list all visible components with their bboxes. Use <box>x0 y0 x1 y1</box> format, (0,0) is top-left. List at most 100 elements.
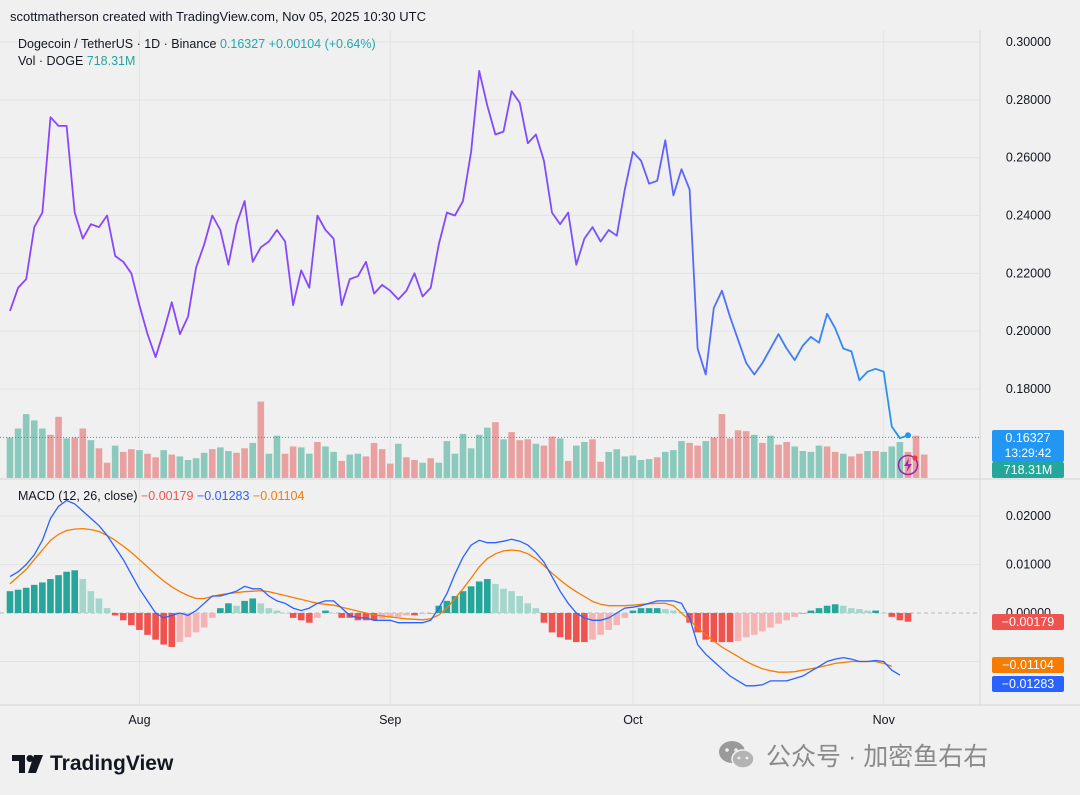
price-tick-label: 0.26000 <box>1006 151 1051 165</box>
volume-bar <box>540 445 548 478</box>
volume-bar <box>249 442 256 478</box>
price-line <box>9 70 909 440</box>
histogram-bar <box>694 613 701 633</box>
histogram-bar <box>653 608 661 613</box>
histogram-bar <box>79 579 87 613</box>
histogram-bar <box>508 591 515 613</box>
histogram-bar <box>637 608 645 613</box>
macd-hist-badge: −0.00179 <box>992 614 1064 630</box>
histogram-bar <box>95 598 103 613</box>
price-tick-label: 0.30000 <box>1006 35 1051 49</box>
histogram-bar <box>427 613 434 614</box>
legend-price: 0.16327 <box>219 37 266 51</box>
volume-bar <box>872 451 879 478</box>
volume-bar <box>419 462 426 478</box>
histogram-bar <box>767 613 774 628</box>
volume-bar <box>573 445 580 478</box>
volume-bar <box>750 434 758 478</box>
histogram-bar <box>419 613 426 614</box>
symbol-legend[interactable]: Dogecoin / TetherUS · 1D · Binance 0.163… <box>18 37 376 51</box>
histogram-bar <box>807 610 815 613</box>
histogram-bar <box>605 613 612 630</box>
histogram-bar <box>241 600 248 613</box>
volume-bar <box>192 458 200 478</box>
histogram-bar <box>273 610 281 613</box>
histogram-bar <box>111 613 119 616</box>
volume-bar <box>370 442 378 478</box>
symbol-title: Dogecoin / TetherUS · 1D · Binance <box>18 37 217 51</box>
volume-bar <box>556 438 564 478</box>
price-tick-label: 0.24000 <box>1006 209 1051 223</box>
volume-bar <box>742 431 750 478</box>
volume-bar <box>152 457 159 478</box>
volume-bar <box>200 452 208 478</box>
volume-bar <box>920 454 928 478</box>
volume-bar <box>338 460 345 478</box>
volume-legend-value: 718.31M <box>86 54 136 68</box>
macd-line-badge: −0.01283 <box>992 676 1064 692</box>
volume-bars <box>6 401 928 478</box>
volume-bar <box>767 435 774 478</box>
volume-bar <box>281 453 289 478</box>
price-tick-label: 0.28000 <box>1006 93 1051 107</box>
volume-bar <box>524 439 532 478</box>
histogram-bar <box>370 613 378 621</box>
histogram-bar <box>103 608 111 613</box>
grid-lines <box>0 30 1080 706</box>
wechat-icon <box>719 741 755 769</box>
volume-bar <box>475 434 483 478</box>
volume-bar <box>759 442 766 478</box>
histogram-bar <box>734 613 742 642</box>
volume-bar <box>637 460 645 478</box>
volume-bar <box>492 422 499 478</box>
tradingview-logo-text: TradingView <box>50 752 174 775</box>
histogram-bar <box>589 613 596 640</box>
volume-bar <box>532 443 540 478</box>
volume-bar <box>831 451 839 478</box>
histogram-bar <box>864 610 871 613</box>
volume-bar <box>168 454 176 478</box>
volume-legend[interactable]: Vol · DOGE 718.31M <box>18 54 135 68</box>
histogram-bar <box>670 610 677 613</box>
volume-bar <box>257 401 265 478</box>
histogram-bar <box>443 600 451 613</box>
histogram-bar <box>144 613 151 635</box>
volume-bar <box>686 442 693 478</box>
volume-bar <box>217 447 224 478</box>
histogram-bar <box>451 596 459 613</box>
macd-legend[interactable]: MACD (12, 26, close) −0.00179 −0.01283 −… <box>18 489 304 503</box>
histogram-bar <box>856 609 863 613</box>
histogram-bar <box>87 591 95 613</box>
histogram-bar <box>265 608 273 613</box>
volume-bar <box>362 456 370 478</box>
volume-bar <box>508 432 515 478</box>
histogram-bar <box>128 613 135 626</box>
volume-bar <box>467 448 475 478</box>
histogram-bar <box>63 571 70 613</box>
volume-bar <box>621 456 629 478</box>
volume-bar <box>87 440 95 478</box>
volume-bar <box>208 449 216 478</box>
volume-legend-label: Vol · DOGE <box>18 54 84 68</box>
volume-bar <box>289 446 297 478</box>
histogram-bar <box>6 591 14 613</box>
volume-bar <box>411 460 418 478</box>
histogram-bar <box>14 589 22 613</box>
histogram-bar <box>661 609 669 613</box>
macd-legend-label: MACD (12, 26, close) <box>18 489 138 503</box>
volume-bar <box>128 449 135 478</box>
volume-bar <box>613 449 621 478</box>
histogram-bar <box>233 605 240 613</box>
volume-bar <box>605 451 612 478</box>
tradingview-logo[interactable]: TradingView <box>12 752 173 776</box>
histogram-bar <box>403 613 410 616</box>
x-tick-label: Aug <box>128 713 150 727</box>
histogram-bar <box>47 579 54 613</box>
histogram-bar <box>896 613 904 621</box>
histogram-bar <box>39 582 46 613</box>
volume-bar <box>233 452 240 478</box>
lightning-icon[interactable] <box>897 454 919 476</box>
histogram-bar <box>726 613 734 643</box>
chart-credit: scottmatherson created with TradingView.… <box>10 9 426 24</box>
volume-bar <box>14 428 22 478</box>
